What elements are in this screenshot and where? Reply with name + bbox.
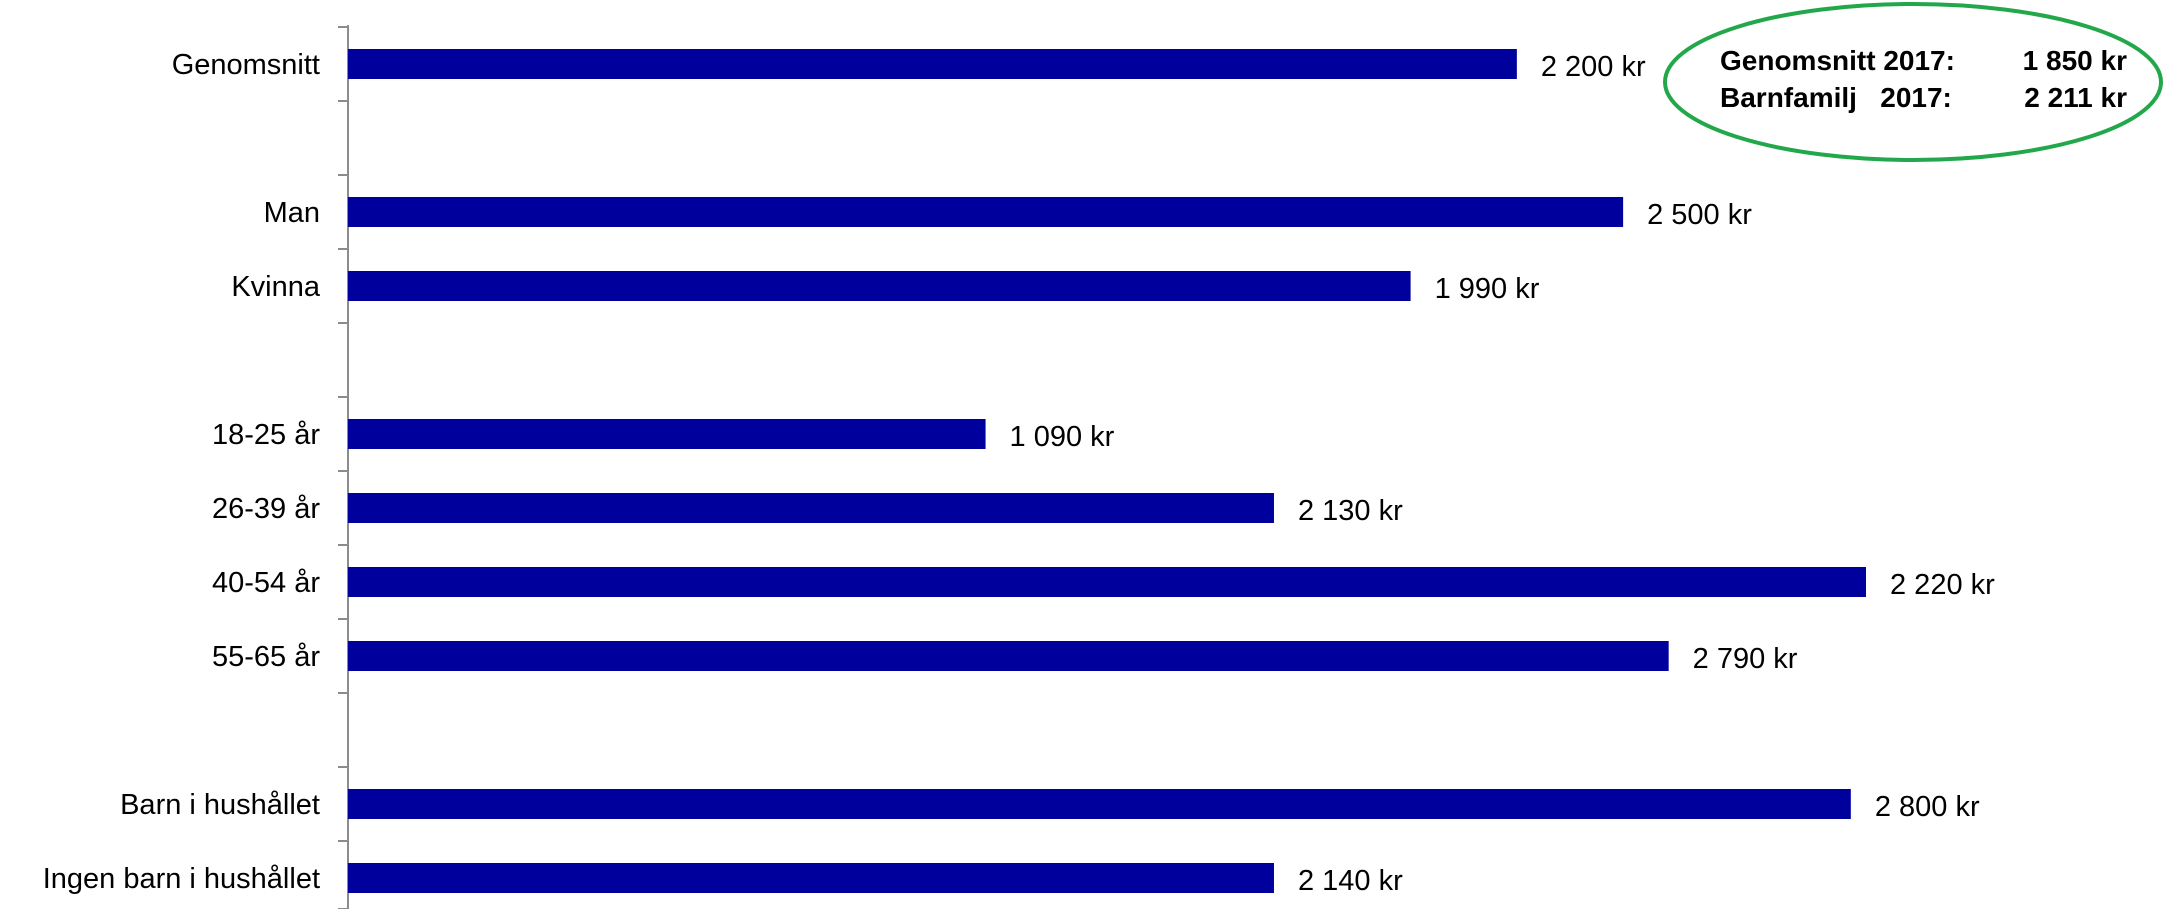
category-label: 55-65 år — [212, 641, 320, 673]
callout-ellipse — [1663, 2, 2163, 162]
data-label: 2 200 kr — [1541, 51, 1646, 83]
bar — [348, 197, 1624, 227]
category-label: 18-25 år — [212, 419, 320, 451]
callout-line-2-label: Barnfamilj 2017: — [1720, 82, 1952, 113]
category-label: 40-54 år — [212, 567, 320, 599]
category-label: Man — [264, 197, 320, 229]
data-label: 2 220 kr — [1890, 569, 1995, 601]
axis — [338, 25, 349, 909]
bar — [348, 49, 1517, 79]
data-label: 2 800 kr — [1875, 791, 1980, 823]
bar — [348, 271, 1411, 301]
category-label: Genomsnitt — [172, 49, 320, 81]
data-label: 2 790 kr — [1693, 643, 1798, 675]
callout-line-1-label: Genomsnitt 2017: — [1720, 45, 1955, 76]
bar — [348, 567, 1866, 597]
labels: Genomsnitt 2 200 kr Man 2 500 kr Kvinna 1 990… — [43, 49, 1995, 897]
category-label: Kvinna — [231, 271, 321, 303]
callout-line-1-value: 1 850 kr — [2023, 45, 2127, 76]
bar — [348, 641, 1669, 671]
bar — [348, 863, 1274, 893]
callout-line-2-value: 2 211 kr — [2024, 82, 2127, 113]
data-label: 1 090 kr — [1010, 421, 1115, 453]
bar — [348, 789, 1851, 819]
category-label: Barn i hushållet — [120, 789, 320, 821]
category-label: Ingen barn i hushållet — [43, 863, 320, 895]
bars — [348, 49, 1866, 893]
bar — [348, 419, 986, 449]
data-label: 2 130 kr — [1298, 495, 1403, 527]
bar — [348, 493, 1274, 523]
category-label: 26-39 år — [212, 493, 320, 525]
data-label: 2 500 kr — [1647, 199, 1752, 231]
data-label: 2 140 kr — [1298, 865, 1403, 897]
average-callout: Genomsnitt 2017: 1 850 kr Barnfamilj 201… — [1663, 2, 2163, 162]
data-label: 1 990 kr — [1435, 273, 1540, 305]
